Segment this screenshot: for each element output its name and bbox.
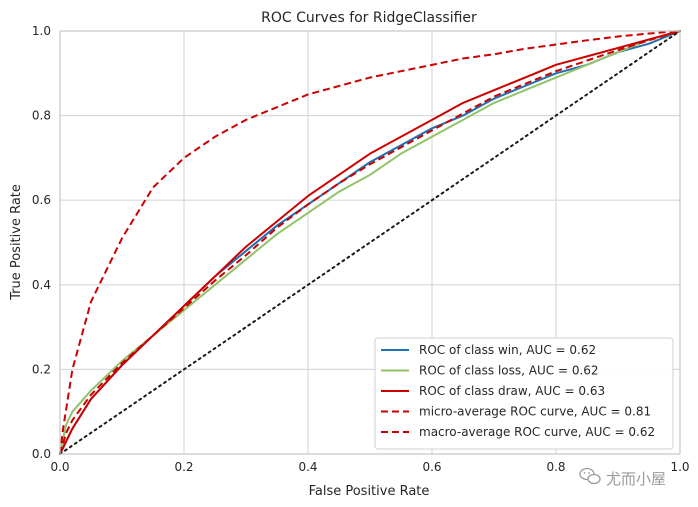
y-axis-label: True Positive Rate xyxy=(9,184,24,301)
series-line-4 xyxy=(59,30,681,455)
x-tick-label: 1.0 xyxy=(670,460,689,474)
y-tick-label: 0.0 xyxy=(32,447,51,461)
x-tick-label: 0.4 xyxy=(298,460,317,474)
watermark-text: 尤而小屋 xyxy=(606,470,666,488)
plot-frame xyxy=(59,30,681,455)
series-line-2 xyxy=(59,30,681,455)
legend-entry: macro-average ROC curve, AUC = 0.62 xyxy=(419,425,655,439)
legend-entry: ROC of class win, AUC = 0.62 xyxy=(419,343,596,357)
watermark: 尤而小屋 xyxy=(579,467,666,488)
axes-layer: 0.0 0.2 0.4 0.6 0.8 1.0 0.0 0.2 0.4 0.6 0.8 1.0 xyxy=(32,24,690,474)
series-line-3 xyxy=(59,30,681,455)
legend: ROC of class win, AUC = 0.62 ROC of class… xyxy=(374,337,674,450)
wechat-bubble-icon xyxy=(579,467,601,485)
legend-box xyxy=(374,337,674,450)
x-tick-label: 0.6 xyxy=(422,460,441,474)
x-tick-label: 0.8 xyxy=(546,460,565,474)
y-tick-label: 0.2 xyxy=(32,362,51,376)
chart-title: ROC Curves for RidgeClassifier xyxy=(261,10,477,26)
chance-line xyxy=(59,30,681,455)
series-line-5 xyxy=(59,30,681,455)
y-tick-label: 1.0 xyxy=(32,24,51,38)
legend-entry: ROC of class draw, AUC = 0.63 xyxy=(419,384,605,398)
y-tick-label: 0.6 xyxy=(32,193,51,207)
y-tick-label: 0.4 xyxy=(32,278,51,292)
legend-entry: micro-average ROC curve, AUC = 0.81 xyxy=(419,405,651,419)
legend-entry: ROC of class loss, AUC = 0.62 xyxy=(419,364,599,378)
x-axis-label: False Positive Rate xyxy=(309,484,430,499)
y-tick-label: 0.8 xyxy=(32,109,51,123)
x-tick-label: 0.2 xyxy=(174,460,193,474)
series-layer xyxy=(59,30,681,455)
x-tick-label: 0.0 xyxy=(50,460,69,474)
